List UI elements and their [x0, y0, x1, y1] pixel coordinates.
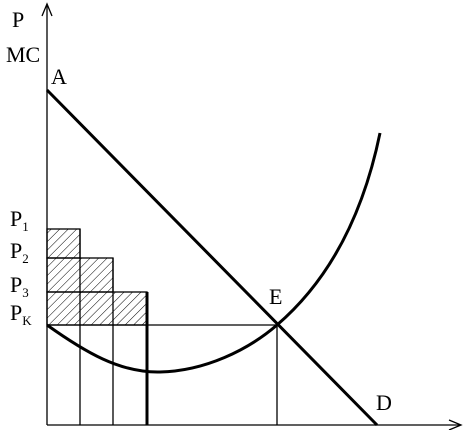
axis-label: P — [12, 7, 24, 32]
mc-curve — [46, 132, 382, 374]
point-label: A — [51, 64, 67, 89]
price-label: PK — [10, 300, 32, 328]
point-label: D — [376, 390, 392, 415]
hatched-areas — [46, 228, 148, 326]
demand-line — [45, 88, 379, 427]
price-label: P3 — [10, 272, 29, 300]
drop-lines — [47, 229, 278, 425]
price-label: P2 — [10, 238, 29, 266]
point-label: E — [269, 284, 282, 309]
axis-label: MC — [6, 42, 40, 67]
axes — [41, 2, 463, 430]
price-label: P1 — [10, 206, 29, 234]
